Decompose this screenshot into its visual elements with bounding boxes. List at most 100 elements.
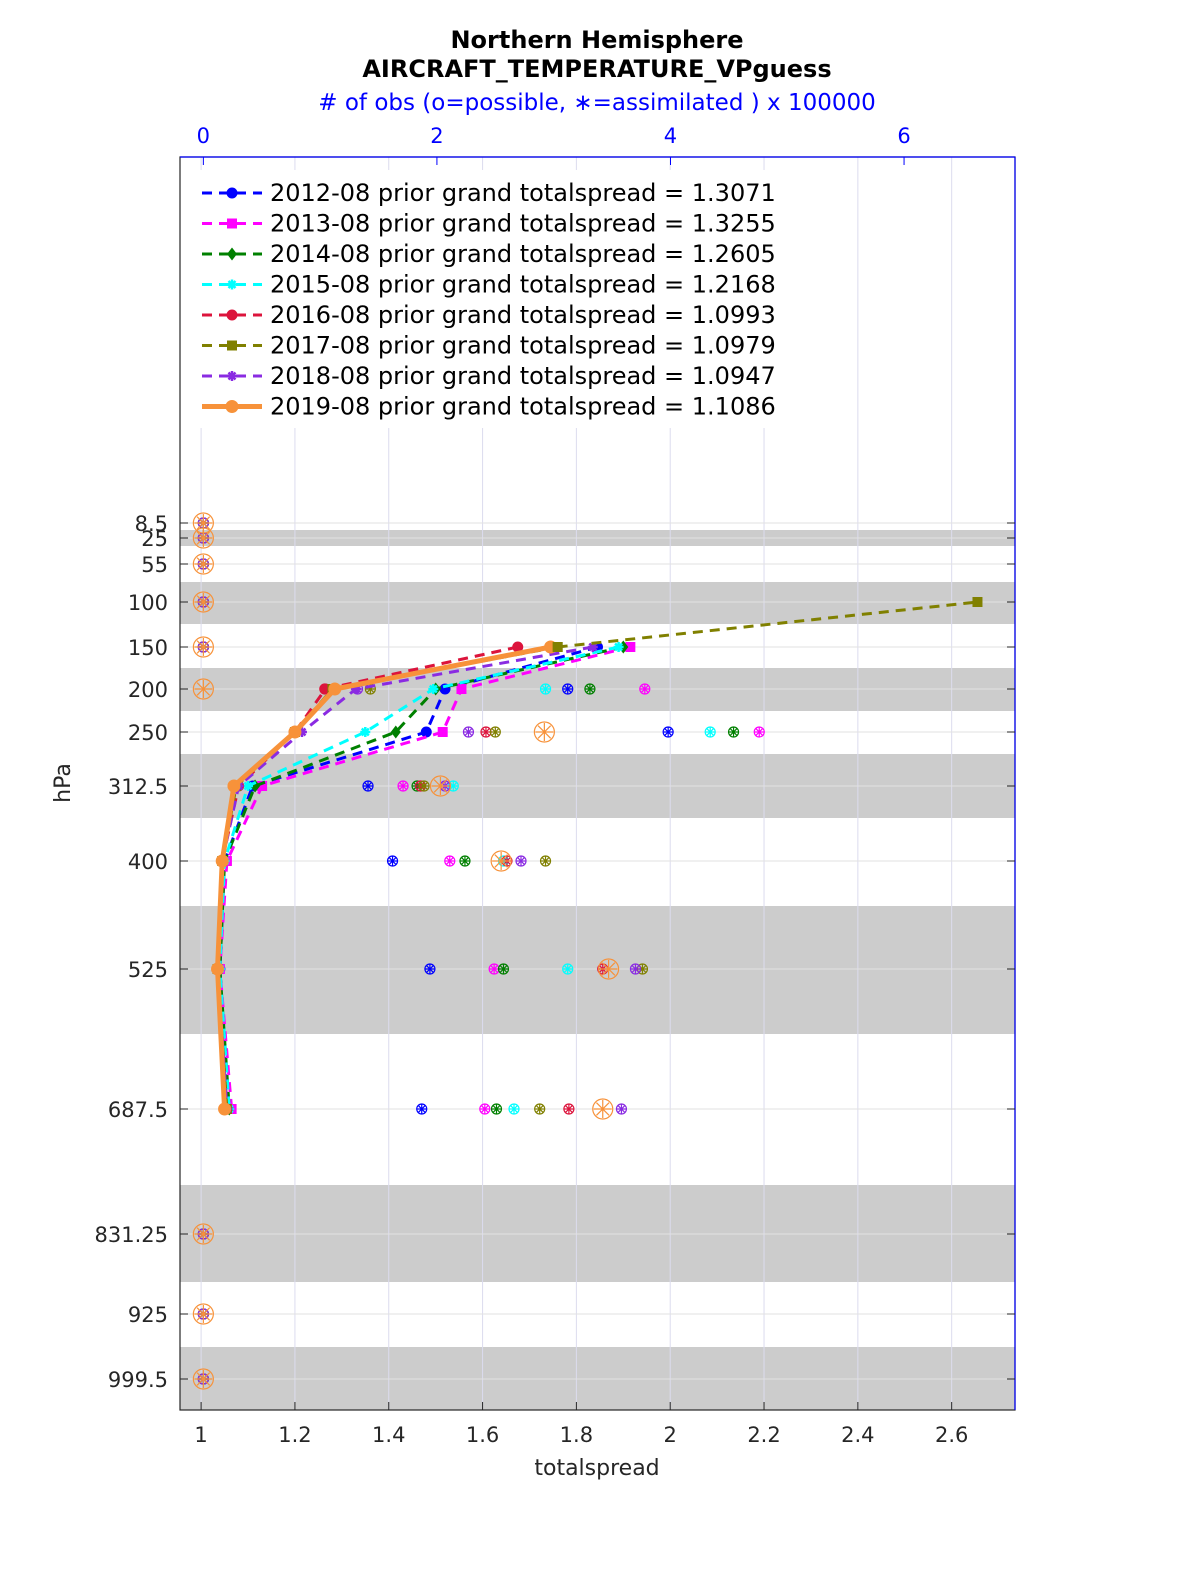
obs-assimilated-s7-3 [194, 593, 213, 611]
y-tick-label-8: 400 [128, 850, 168, 874]
y-tick-label-12: 925 [128, 1303, 168, 1327]
obs-possible-s3-6 [704, 726, 716, 738]
obs-possible-s1-6 [753, 726, 765, 738]
series-point-3-0 [613, 642, 624, 652]
obs-assimilated-s5-9 [637, 964, 647, 974]
obs-possible-s6-10 [615, 1103, 628, 1115]
series-point-1-2 [437, 727, 448, 737]
series-point-2-2 [390, 725, 401, 739]
obs-assimilated-s5-10 [535, 1104, 545, 1114]
obs-assimilated-s7-4 [194, 638, 213, 656]
obs-assimilated-s2-5 [585, 684, 595, 694]
legend: 2012-08 prior grand totalspread = 1.3071… [202, 179, 776, 421]
obs-possible-s1-8 [444, 855, 456, 867]
obs-assimilated-s6-6 [463, 727, 473, 737]
series-point-0-2 [420, 726, 432, 738]
obs-assimilated-s5-5 [365, 684, 375, 694]
obs-assimilated-s1-9 [489, 964, 499, 974]
chart-title: Northern Hemisphere [450, 26, 743, 54]
obs-possible-s5-7 [418, 780, 430, 792]
y-tick-label-4: 150 [128, 636, 168, 660]
obs-assimilated-s1-8 [445, 856, 455, 866]
obs-possible-s7-11 [192, 1223, 214, 1245]
obs-possible-s3-5 [539, 683, 552, 695]
y-tick-label-7: 312.5 [108, 775, 168, 799]
obs-assimilated-s6-8 [516, 856, 526, 866]
obs-possible-s0-6 [662, 726, 674, 738]
y-axis-label: hPa [51, 763, 76, 803]
series-point-7-3 [227, 779, 241, 793]
obs-possible-s6-6 [462, 726, 475, 738]
top-tick-label-1: 2 [430, 124, 443, 148]
obs-possible-s7-12 [192, 1303, 214, 1325]
y-tick-label-9: 525 [128, 958, 168, 982]
obs-assimilated-s1-5 [640, 684, 650, 694]
obs-assimilated-s7-8 [492, 852, 511, 870]
series-point-8-0 [552, 642, 563, 652]
obs-assimilated-s5-8 [541, 856, 551, 866]
obs-assimilated-s1-6 [754, 727, 764, 737]
obs-possible-s5-6 [489, 726, 501, 738]
x-axis-label: totalspread [534, 1456, 659, 1481]
obs-assimilated-s7-13 [194, 1370, 213, 1388]
obs-possible-s7-2 [192, 553, 214, 575]
obs-assimilated-s7-7 [431, 777, 450, 795]
y-tick-label-5: 200 [128, 678, 168, 702]
legend-entry-6: 2018-08 prior grand totalspread = 1.0947 [270, 362, 776, 390]
legend-marker-1 [227, 218, 237, 229]
obs-possible-s0-10 [416, 1103, 428, 1115]
legend-marker-4 [226, 309, 238, 321]
obs-assimilated-s1-10 [480, 1104, 490, 1114]
obs-assimilated-s3-6 [705, 727, 715, 737]
obs-assimilated-s7-11 [194, 1225, 213, 1243]
obs-assimilated-s4-6 [481, 727, 491, 737]
obs-possible-s7-1 [192, 527, 214, 549]
obs-possible-s2-8 [459, 855, 471, 867]
legend-marker-2 [227, 247, 237, 261]
series-point-7-1 [328, 682, 342, 696]
series-point-1-1 [456, 684, 467, 694]
obs-possible-s7-3 [192, 591, 214, 613]
obs-assimilated-s2-10 [491, 1104, 501, 1114]
obs-possible-s2-9 [497, 963, 510, 975]
x-tick-label-1: 1.2 [278, 1423, 311, 1447]
obs-possible-s0-5 [562, 683, 574, 695]
obs-possible-s3-10 [508, 1103, 520, 1115]
series-point-3-2 [360, 727, 371, 737]
y-tick-label-13: 999.5 [108, 1368, 168, 1392]
x-tick-label-7: 2.4 [841, 1423, 874, 1447]
y-tick-label-6: 250 [128, 721, 168, 745]
top-tick-label-0: 0 [197, 124, 210, 148]
obs-possible-s3-9 [562, 963, 574, 975]
obs-possible-s0-7 [362, 780, 374, 792]
x-tick-label-4: 1.8 [560, 1423, 593, 1447]
obs-assimilated-s3-7 [448, 781, 458, 791]
obs-assimilated-s4-10 [564, 1104, 574, 1114]
top-axis-label: # of obs (o=possible, ∗=assimilated ) x … [318, 90, 876, 116]
obs-possible-s7-9 [597, 958, 620, 980]
obs-assimilated-s6-9 [630, 964, 640, 974]
obs-assimilated-s7-2 [194, 555, 213, 573]
legend-entry-2: 2014-08 prior grand totalspread = 1.2605 [270, 240, 776, 268]
obs-possible-s0-9 [424, 963, 436, 975]
obs-possible-s7-10 [592, 1098, 614, 1120]
top-tick-label-3: 6 [897, 124, 910, 148]
series-point-3-3 [243, 781, 254, 791]
obs-assimilated-s2-8 [460, 856, 470, 866]
obs-possible-s7-13 [192, 1368, 214, 1390]
obs-possible-s4-10 [563, 1103, 575, 1115]
legend-entry-7: 2019-08 prior grand totalspread = 1.1086 [270, 393, 776, 421]
x-tick-label-5: 2 [664, 1423, 677, 1447]
obs-possible-s7-7 [429, 775, 452, 797]
series-lines [211, 597, 983, 1116]
x-tick-label-6: 2.2 [747, 1423, 780, 1447]
obs-assimilated-s7-0 [194, 514, 213, 532]
legend-box [190, 170, 810, 428]
obs-possible-s7-4 [192, 636, 214, 658]
chart-subtitle: AIRCRAFT_TEMPERATURE_VPguess [362, 55, 831, 83]
legend-entry-5: 2017-08 prior grand totalspread = 1.0979 [270, 332, 776, 360]
series-line-8 [557, 600, 978, 649]
obs-assimilated-s0-8 [388, 856, 398, 866]
x-tick-label-0: 1 [194, 1423, 207, 1447]
obs-possible-s6-9 [629, 963, 642, 975]
